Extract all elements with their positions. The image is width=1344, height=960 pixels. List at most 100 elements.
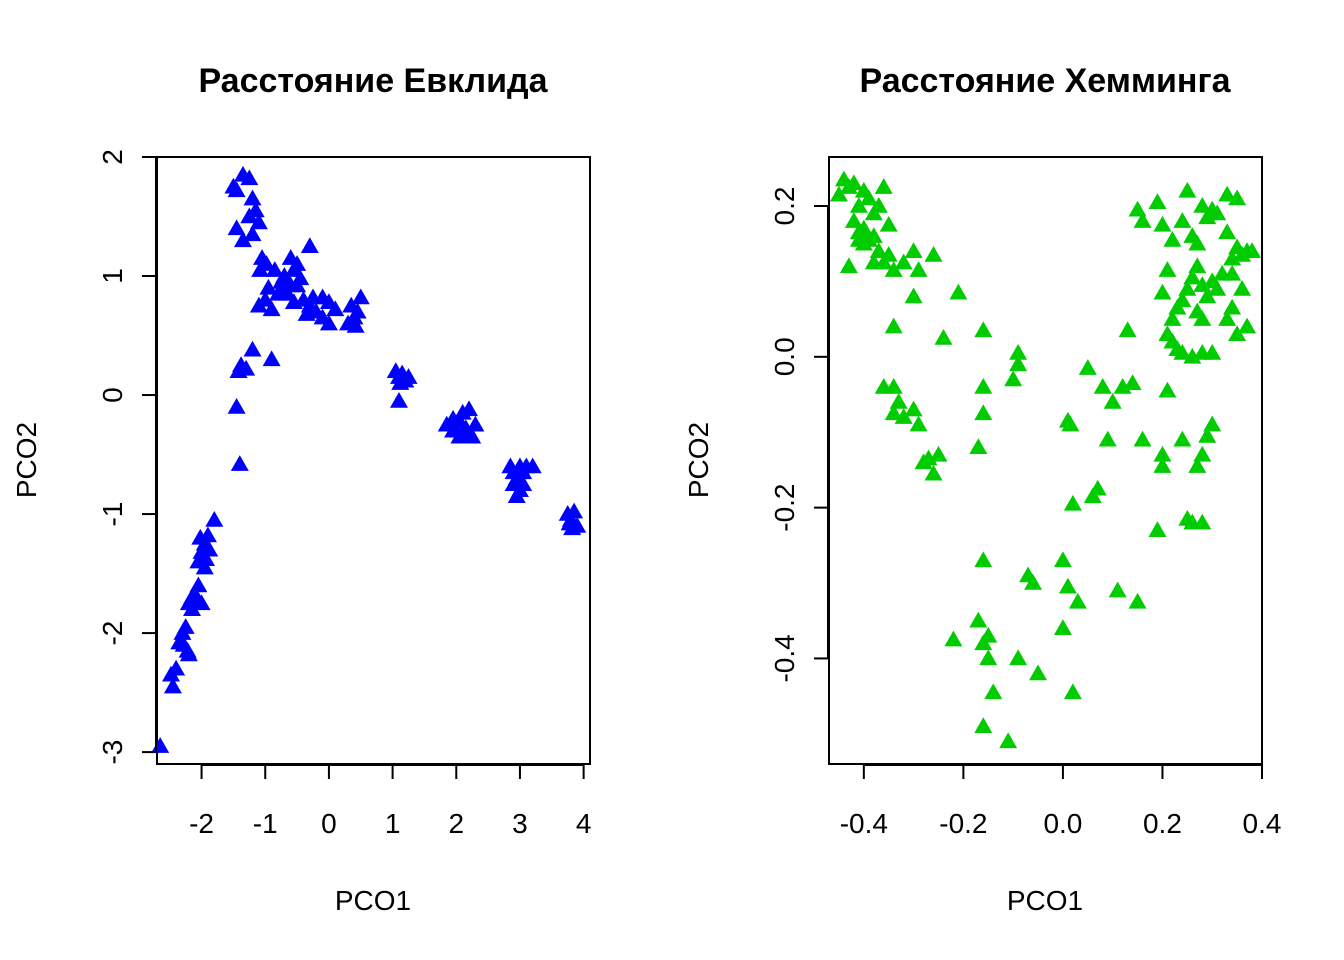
x-axis: -0.4 -0.2 0.0 0.2 0.4 [840, 764, 1281, 839]
x-tick-label: 0.0 [1043, 808, 1082, 839]
data-point [1188, 234, 1207, 251]
data-point [884, 377, 903, 394]
y-tick-label: 1 [97, 268, 128, 284]
y-axis-label: PCO2 [11, 422, 42, 498]
data-point [504, 475, 523, 492]
data-point [257, 255, 276, 271]
data-point [1163, 230, 1182, 247]
data-point [1178, 181, 1197, 198]
data-point [163, 677, 182, 694]
data-point [1029, 664, 1048, 681]
data-point [284, 293, 303, 309]
data-point [1233, 279, 1252, 296]
data-point [929, 445, 948, 462]
data-point [1133, 430, 1152, 447]
data-point [227, 397, 246, 414]
data-point [1218, 223, 1237, 240]
data-point [854, 234, 873, 251]
data-point [1168, 298, 1187, 315]
data-point [1193, 344, 1212, 360]
data-point [151, 737, 170, 753]
y-axis-label: PCO2 [683, 422, 714, 498]
data-point [560, 514, 579, 531]
data-point [297, 305, 316, 321]
data-point [1118, 321, 1137, 338]
x-axis-label: PCO1 [335, 885, 411, 916]
data-point [974, 717, 993, 734]
y-tick-label: 2 [97, 149, 128, 165]
data-point [1009, 344, 1028, 360]
data-point [1173, 344, 1192, 360]
y-tick-label: -2 [97, 621, 128, 646]
data-point [1061, 415, 1080, 432]
data-point [1203, 415, 1222, 432]
data-point [1108, 581, 1127, 598]
data-point [1009, 355, 1028, 372]
data-point [974, 377, 993, 394]
data-point [249, 213, 268, 230]
y-tick-label: -3 [97, 740, 128, 765]
data-point [262, 350, 281, 367]
data-point [1158, 381, 1177, 398]
data-point [1193, 276, 1212, 292]
x-tick-label: 3 [512, 808, 528, 839]
data-point [399, 368, 418, 384]
data-point [275, 281, 294, 298]
x-tick-label: 0.2 [1143, 808, 1182, 839]
data-point [1228, 189, 1247, 206]
x-axis: -2 -1 0 1 2 3 4 [189, 764, 592, 839]
data-point [1183, 268, 1202, 285]
data-point [944, 630, 963, 647]
data-point [849, 197, 868, 213]
y-tick-label: -0.4 [769, 634, 800, 682]
data-point [179, 645, 198, 662]
data-point [949, 283, 968, 300]
data-point [319, 314, 338, 331]
data-point [240, 207, 259, 224]
data-point [894, 253, 913, 270]
data-point [844, 212, 863, 228]
panel-hamming: Расстояние Хемминга -0.4 -0.2 0.0 0.2 0.4 -0… [683, 62, 1281, 916]
x-tick-label: -2 [189, 808, 214, 839]
data-point [874, 178, 893, 194]
data-point [1188, 457, 1207, 473]
data-point [342, 296, 361, 313]
y-axis: -3 -2 -1 0 1 2 [97, 149, 157, 765]
data-point [974, 551, 993, 568]
data-point [969, 611, 988, 628]
data-point [974, 321, 993, 338]
x-tick-label: -0.4 [840, 808, 888, 839]
data-point [1193, 197, 1212, 213]
data-point [1203, 272, 1222, 289]
data-point [227, 181, 246, 198]
data-point [884, 404, 903, 421]
x-tick-label: 2 [448, 808, 464, 839]
data-point [839, 257, 858, 274]
data-point [1198, 426, 1217, 443]
y-tick-label: -1 [97, 502, 128, 527]
x-tick-label: 4 [576, 808, 592, 839]
data-point [999, 732, 1018, 749]
data-point [884, 317, 903, 334]
data-point [351, 288, 370, 305]
data-point [389, 391, 408, 408]
data-point [1093, 377, 1112, 394]
y-tick-label: 0.2 [769, 187, 800, 226]
data-point [844, 174, 863, 191]
data-point [1183, 347, 1202, 364]
points-layer [829, 170, 1262, 749]
data-point [1228, 325, 1247, 341]
data-point [909, 415, 928, 432]
data-point [259, 278, 278, 295]
data-point [197, 550, 216, 567]
chart-title: Расстояние Хемминга [859, 62, 1231, 100]
data-point [233, 231, 252, 248]
data-point [281, 249, 300, 265]
data-point [1053, 619, 1072, 636]
x-tick-label: 0 [321, 808, 337, 839]
data-point [1128, 592, 1147, 609]
data-point [240, 169, 259, 186]
data-point [229, 362, 248, 378]
data-point [1193, 445, 1212, 462]
